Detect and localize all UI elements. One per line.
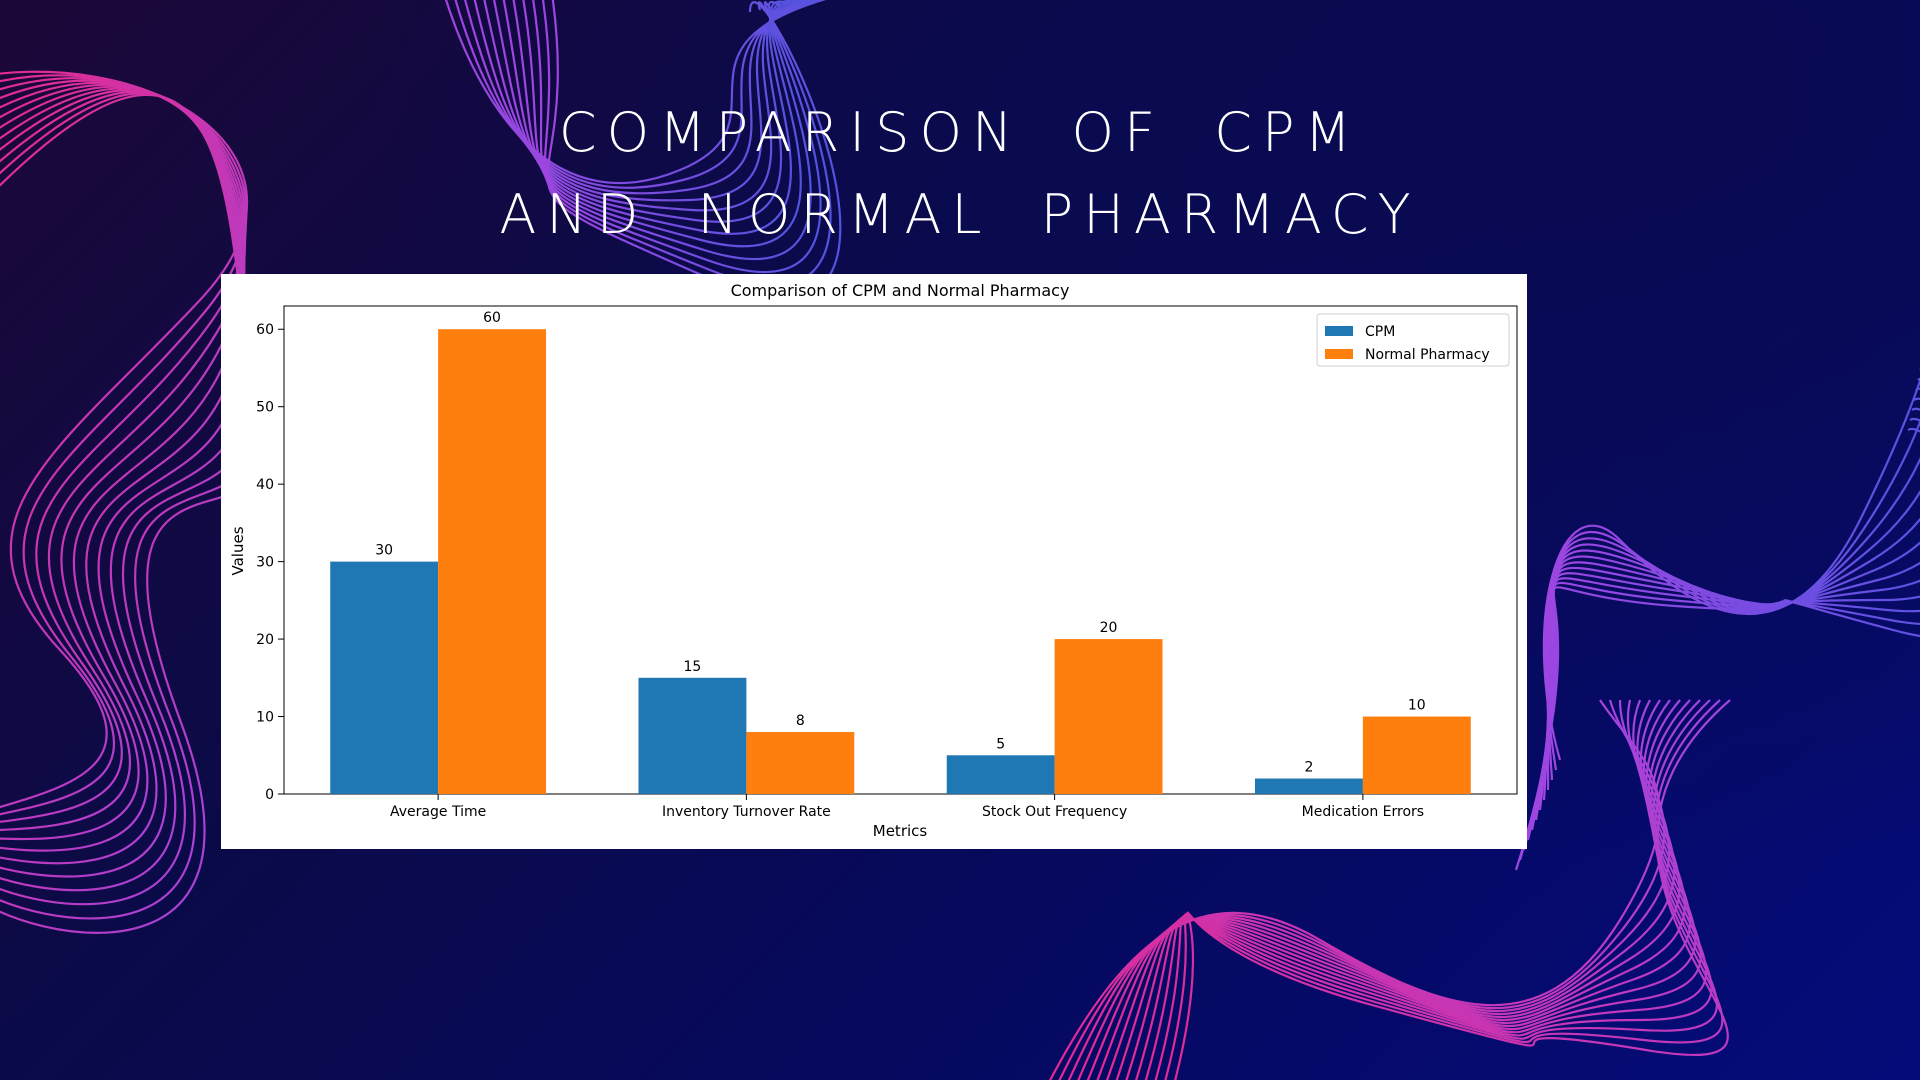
legend-swatch [1325, 349, 1353, 359]
wave-left-line [0, 70, 249, 809]
wave-top-line [454, 0, 822, 189]
bar-value-label: 60 [483, 310, 501, 326]
wave-top [444, 0, 842, 300]
y-tick-label: 10 [256, 710, 274, 726]
wave-top-line [473, 0, 811, 202]
wave-top-line [464, 0, 816, 195]
y-tick-label: 40 [256, 477, 274, 493]
bar-value-label: 2 [1304, 760, 1313, 776]
legend-label: Normal Pharmacy [1365, 347, 1490, 363]
wave-bottom-line [1174, 699, 1731, 1080]
bar-cpm [946, 755, 1055, 794]
chart-title: Comparison of CPM and Normal Pharmacy [731, 281, 1070, 300]
wave-left [0, 70, 267, 934]
bar-cpm [638, 677, 747, 794]
wave-top-line [512, 0, 802, 248]
wave-top-line [532, 0, 822, 274]
bar-normal-pharmacy [1054, 639, 1163, 794]
y-tick-label: 0 [265, 787, 274, 803]
bar-cpm [330, 561, 439, 794]
bar-value-label: 15 [684, 659, 702, 675]
wave-right-line [1542, 517, 1920, 801]
wave-right [1514, 368, 1920, 871]
x-tick-label: Medication Errors [1302, 804, 1424, 820]
y-tick-label: 30 [256, 555, 274, 571]
bar-normal-pharmacy [1362, 716, 1471, 794]
wave-bottom-line [1164, 699, 1724, 1080]
bar-value-label: 10 [1408, 698, 1426, 714]
bar-value-label: 30 [375, 543, 393, 559]
wave-top-line [444, 0, 827, 185]
y-tick-label: 20 [256, 632, 274, 648]
wave-bottom [1049, 699, 1731, 1080]
wave-top-line [502, 0, 801, 235]
legend-label: CPM [1365, 324, 1395, 340]
legend-swatch [1325, 326, 1353, 336]
bar-value-label: 20 [1100, 620, 1118, 636]
y-axis-label: Values [229, 526, 247, 575]
wave-left-line [0, 90, 251, 906]
x-axis-label: Metrics [873, 822, 928, 840]
x-tick-label: Stock Out Frequency [982, 804, 1127, 820]
wave-right-line [1514, 427, 1920, 871]
wave-left-line [0, 93, 267, 934]
y-tick-label: 50 [256, 400, 274, 416]
wave-right-line [1526, 397, 1920, 841]
slide-title-line-1: Comparison of CPM [558, 101, 1362, 164]
y-tick-label: 60 [256, 322, 274, 338]
x-tick-label: Average Time [390, 804, 486, 820]
slide-title: Comparison of CPM and Normal Pharmacy [300, 92, 1620, 256]
chart-panel: Comparison of CPM and Normal Pharmacy Me… [221, 274, 1527, 849]
wave-right-line [1546, 489, 1920, 791]
x-tick-label: Inventory Turnover Rate [662, 804, 831, 820]
bar-normal-pharmacy [438, 329, 547, 794]
slide-title-line-2: and Normal Pharmacy [499, 183, 1421, 246]
wave-left-line [0, 77, 247, 823]
wave-left-line [0, 89, 247, 892]
wave-top-line [522, 0, 812, 260]
bar-normal-pharmacy [746, 732, 855, 794]
bar-cpm [1254, 778, 1363, 794]
wave-left-line [0, 83, 246, 852]
legend: CPM Normal Pharmacy [1316, 313, 1510, 367]
wave-top-line [492, 0, 810, 223]
wave-left-line [0, 79, 247, 832]
wave-top-line [483, 0, 810, 212]
wave-right-line [1542, 377, 1920, 761]
bar-chart: Comparison of CPM and Normal Pharmacy Me… [229, 281, 1518, 840]
legend-box [1316, 313, 1510, 367]
bar-value-label: 8 [796, 713, 805, 729]
bar-value-label: 5 [996, 736, 1005, 752]
plot-area: 0 10 20 30 40 50 60 Average Time 30 60 Inventory T… [256, 305, 1518, 820]
plot-frame [283, 305, 1518, 795]
wave-right-line [1518, 417, 1920, 861]
wave-right-line [1522, 407, 1920, 851]
